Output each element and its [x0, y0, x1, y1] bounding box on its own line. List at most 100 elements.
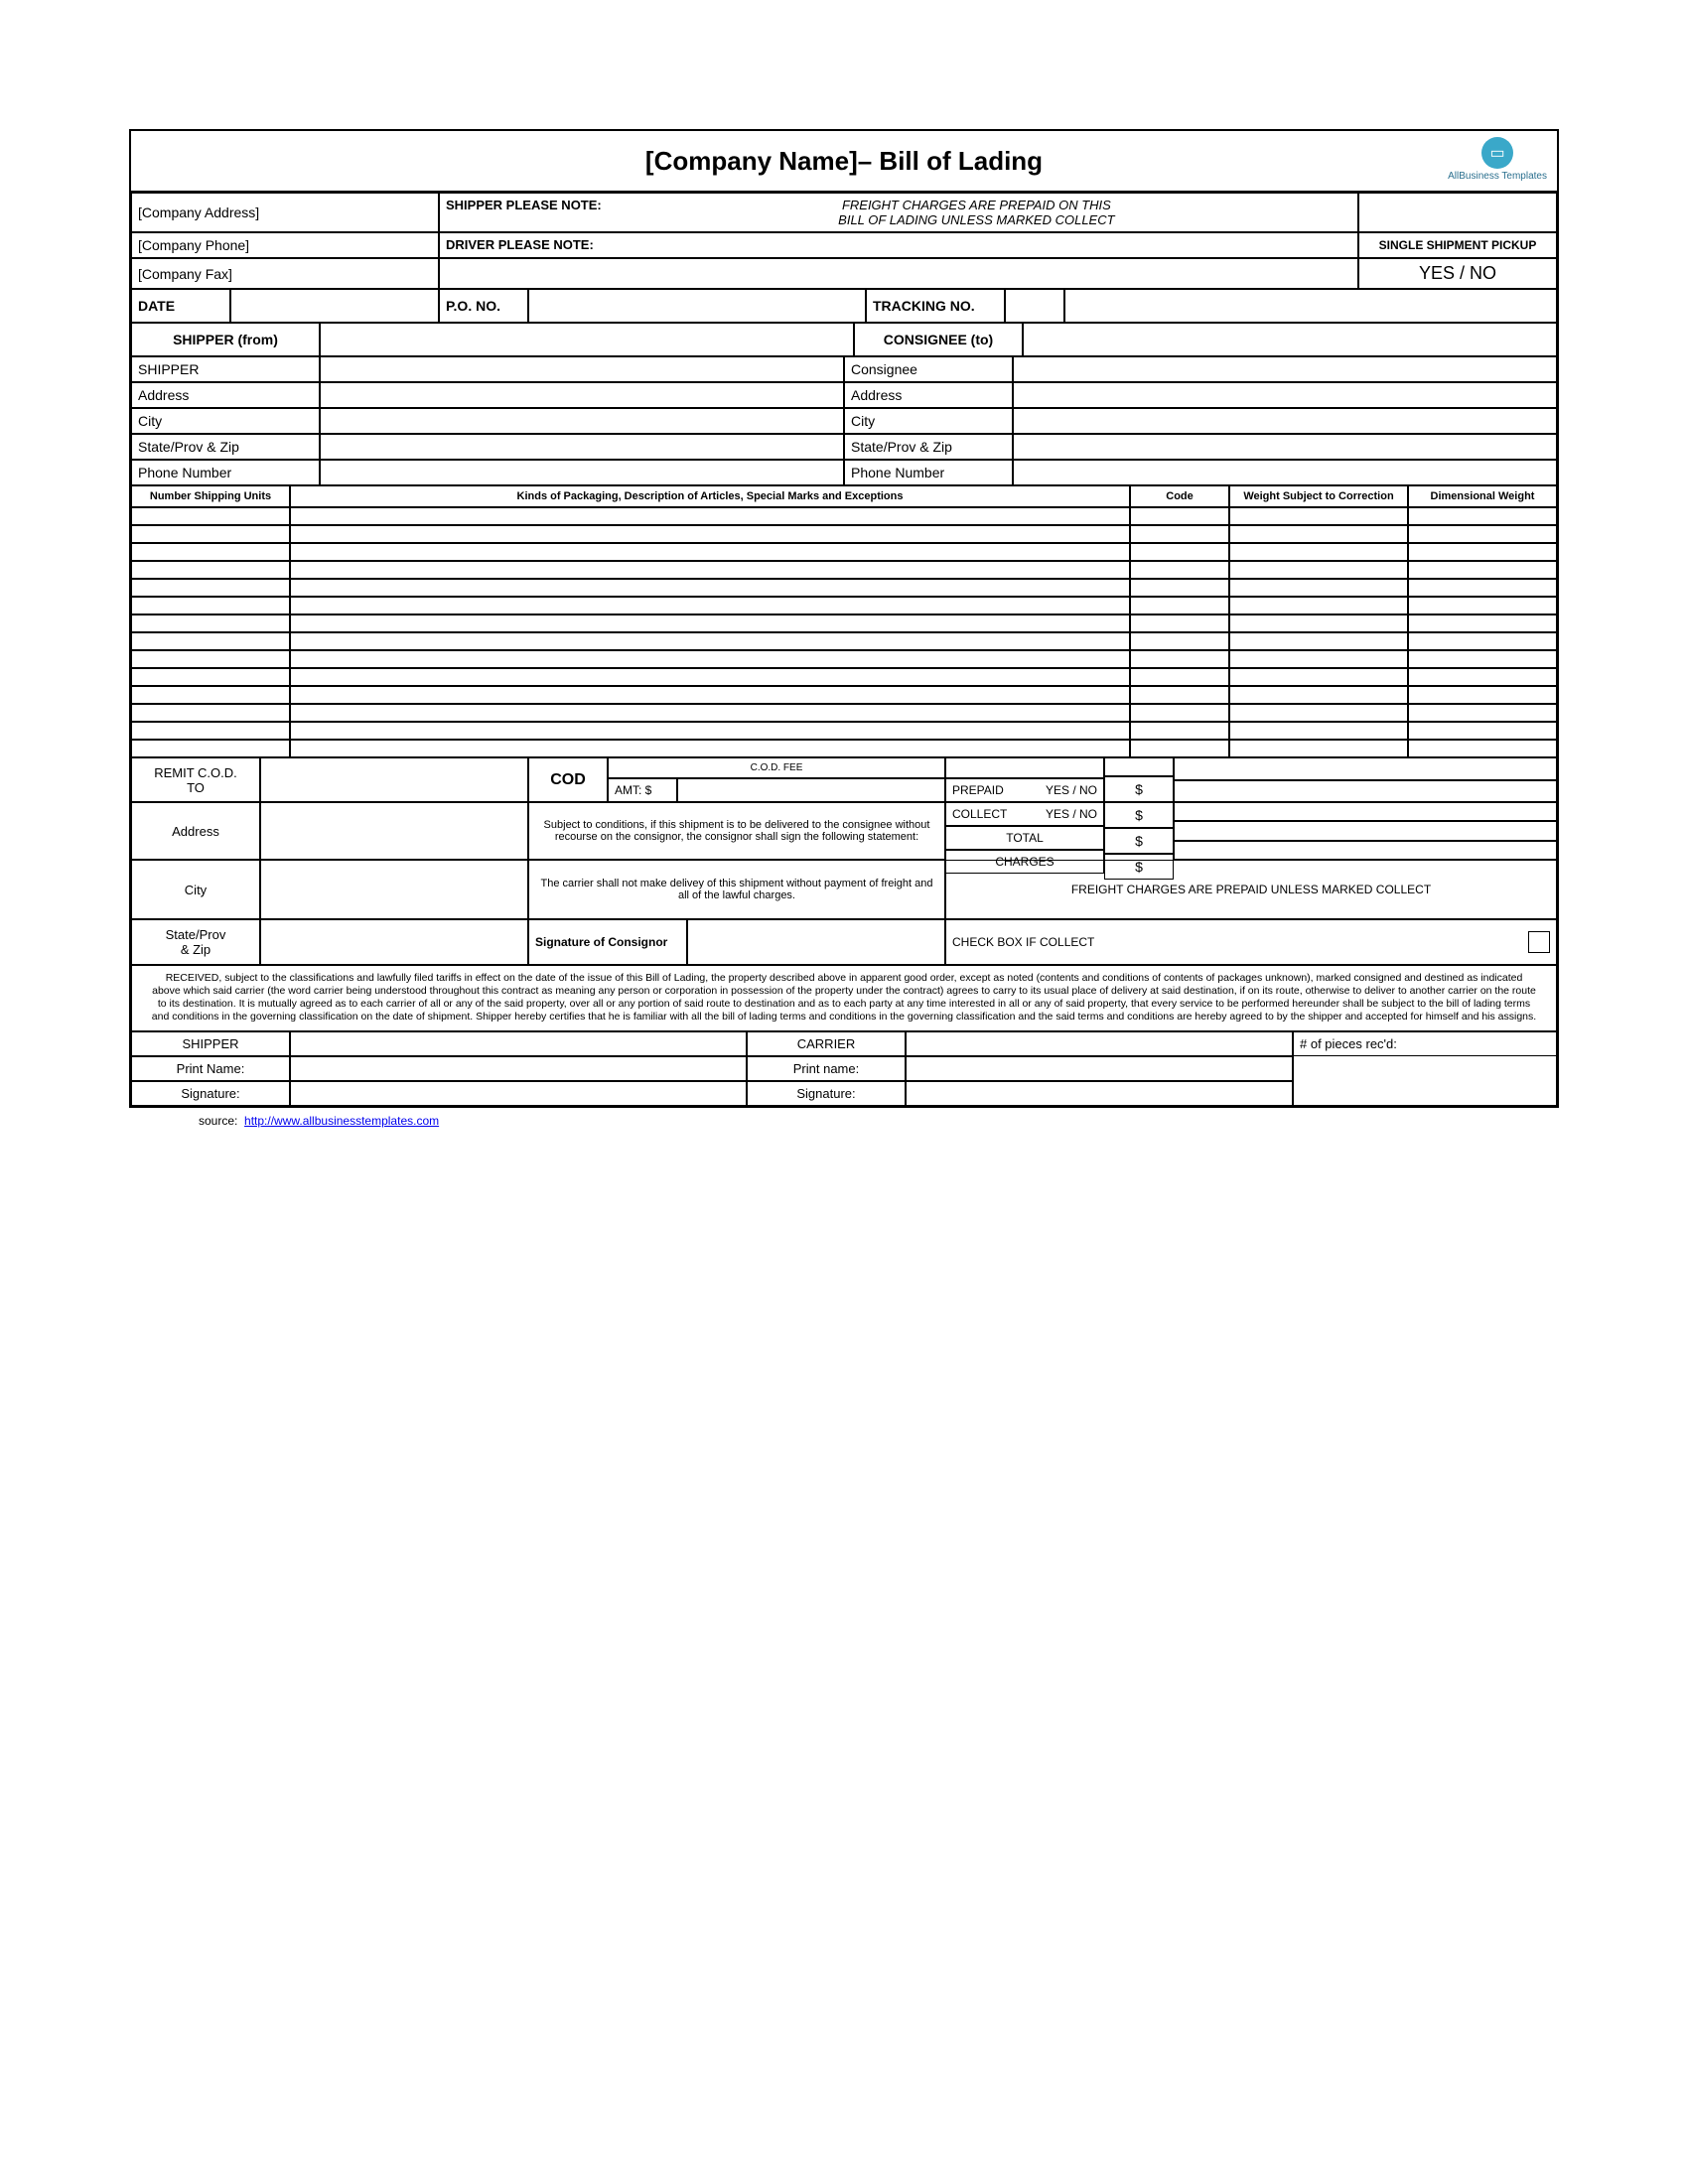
li-code[interactable]: [1130, 579, 1229, 597]
li-desc[interactable]: [290, 543, 1130, 561]
remit-address-value[interactable]: [260, 802, 528, 860]
li-code[interactable]: [1130, 740, 1229, 757]
line-item-row[interactable]: [131, 740, 1557, 757]
li-wsc[interactable]: [1229, 704, 1408, 722]
li-desc[interactable]: [290, 668, 1130, 686]
line-item-row[interactable]: [131, 632, 1557, 650]
shipper-phone-value[interactable]: [320, 460, 844, 485]
li-dw[interactable]: [1408, 525, 1557, 543]
consignee-phone-value[interactable]: [1013, 460, 1557, 485]
line-item-row[interactable]: [131, 722, 1557, 740]
li-desc[interactable]: [290, 650, 1130, 668]
line-item-row[interactable]: [131, 614, 1557, 632]
li-desc[interactable]: [290, 704, 1130, 722]
li-code[interactable]: [1130, 632, 1229, 650]
line-item-row[interactable]: [131, 704, 1557, 722]
po-value[interactable]: [528, 289, 866, 323]
line-item-row[interactable]: [131, 668, 1557, 686]
li-units[interactable]: [131, 668, 290, 686]
li-code[interactable]: [1130, 650, 1229, 668]
li-code[interactable]: [1130, 525, 1229, 543]
li-wsc[interactable]: [1229, 740, 1408, 757]
li-units[interactable]: [131, 561, 290, 579]
fee-val-2[interactable]: [1174, 802, 1557, 821]
collect-checkbox[interactable]: [1528, 931, 1550, 953]
shipper-state-value[interactable]: [320, 434, 844, 460]
li-dw[interactable]: [1408, 650, 1557, 668]
date-value[interactable]: [230, 289, 439, 323]
li-dw[interactable]: [1408, 632, 1557, 650]
shipper-print-value[interactable]: [290, 1056, 747, 1081]
remit-to-value[interactable]: [260, 757, 528, 802]
li-units[interactable]: [131, 614, 290, 632]
li-code[interactable]: [1130, 614, 1229, 632]
li-dw[interactable]: [1408, 704, 1557, 722]
li-desc[interactable]: [290, 614, 1130, 632]
li-dw[interactable]: [1408, 614, 1557, 632]
li-dw[interactable]: [1408, 561, 1557, 579]
li-code[interactable]: [1130, 704, 1229, 722]
li-dw[interactable]: [1408, 740, 1557, 757]
li-units[interactable]: [131, 686, 290, 704]
li-units[interactable]: [131, 525, 290, 543]
li-code[interactable]: [1130, 507, 1229, 525]
carrier-sig-value[interactable]: [906, 1081, 1293, 1106]
line-item-row[interactable]: [131, 507, 1557, 525]
li-code[interactable]: [1130, 543, 1229, 561]
li-wsc[interactable]: [1229, 579, 1408, 597]
sig-consignor-value[interactable]: [687, 919, 945, 965]
li-desc[interactable]: [290, 525, 1130, 543]
li-code[interactable]: [1130, 686, 1229, 704]
li-units[interactable]: [131, 632, 290, 650]
li-code[interactable]: [1130, 668, 1229, 686]
remit-city-value[interactable]: [260, 860, 528, 919]
carrier-print-value[interactable]: [906, 1056, 1293, 1081]
fee-val-1[interactable]: [1174, 780, 1557, 803]
li-desc[interactable]: [290, 632, 1130, 650]
li-desc[interactable]: [290, 686, 1130, 704]
line-item-row[interactable]: [131, 525, 1557, 543]
line-item-row[interactable]: [131, 561, 1557, 579]
li-units[interactable]: [131, 507, 290, 525]
consignee-city-value[interactable]: [1013, 408, 1557, 434]
li-units[interactable]: [131, 740, 290, 757]
line-item-row[interactable]: [131, 579, 1557, 597]
line-item-row[interactable]: [131, 650, 1557, 668]
li-desc[interactable]: [290, 722, 1130, 740]
li-units[interactable]: [131, 704, 290, 722]
li-desc[interactable]: [290, 740, 1130, 757]
li-units[interactable]: [131, 722, 290, 740]
source-link[interactable]: http://www.allbusinesstemplates.com: [244, 1114, 439, 1128]
fee-val-3[interactable]: [1174, 821, 1557, 840]
fee-val-4[interactable]: [1174, 841, 1557, 860]
li-code[interactable]: [1130, 561, 1229, 579]
li-units[interactable]: [131, 597, 290, 614]
li-desc[interactable]: [290, 507, 1130, 525]
li-wsc[interactable]: [1229, 722, 1408, 740]
li-units[interactable]: [131, 579, 290, 597]
remit-state-value[interactable]: [260, 919, 528, 965]
consignee-state-value[interactable]: [1013, 434, 1557, 460]
line-item-row[interactable]: [131, 543, 1557, 561]
li-wsc[interactable]: [1229, 632, 1408, 650]
consignee-value[interactable]: [1013, 356, 1557, 382]
li-units[interactable]: [131, 543, 290, 561]
li-desc[interactable]: [290, 597, 1130, 614]
cod-amt-value[interactable]: [677, 778, 945, 802]
li-wsc[interactable]: [1229, 614, 1408, 632]
li-wsc[interactable]: [1229, 597, 1408, 614]
shipper-sig-value[interactable]: [290, 1081, 747, 1106]
li-dw[interactable]: [1408, 507, 1557, 525]
li-wsc[interactable]: [1229, 507, 1408, 525]
line-item-row[interactable]: [131, 686, 1557, 704]
tracking-value[interactable]: [1064, 289, 1557, 323]
consignee-address-value[interactable]: [1013, 382, 1557, 408]
li-wsc[interactable]: [1229, 650, 1408, 668]
li-dw[interactable]: [1408, 668, 1557, 686]
li-units[interactable]: [131, 650, 290, 668]
li-wsc[interactable]: [1229, 525, 1408, 543]
line-item-row[interactable]: [131, 597, 1557, 614]
li-dw[interactable]: [1408, 543, 1557, 561]
li-wsc[interactable]: [1229, 543, 1408, 561]
shipper-address-value[interactable]: [320, 382, 844, 408]
